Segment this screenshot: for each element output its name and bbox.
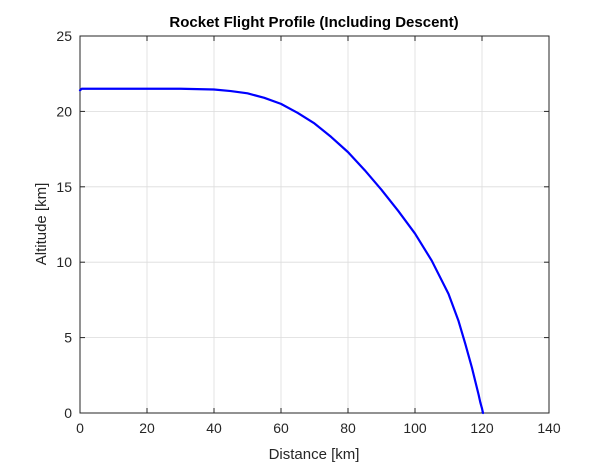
plot-area bbox=[80, 36, 549, 413]
y-ticks: 0 5 10 15 20 25 bbox=[56, 28, 549, 421]
axes-box bbox=[79, 35, 550, 414]
y-tick-label: 25 bbox=[56, 28, 72, 44]
x-tick-label: 120 bbox=[470, 420, 494, 436]
x-tick-label: 80 bbox=[340, 420, 356, 436]
trajectory-line bbox=[78, 87, 485, 415]
y-tick-label: 5 bbox=[64, 330, 72, 346]
x-tick-label: 100 bbox=[403, 420, 427, 436]
y-axis-label: Altitude [km] bbox=[33, 183, 50, 266]
y-tick-label: 15 bbox=[56, 179, 72, 195]
x-axis-label: Distance [km] bbox=[269, 446, 360, 463]
y-tick-label: 0 bbox=[64, 405, 72, 421]
x-tick-label: 20 bbox=[139, 420, 155, 436]
x-tick-label: 40 bbox=[206, 420, 222, 436]
axes bbox=[79, 35, 550, 414]
y-tick-label: 10 bbox=[56, 254, 72, 270]
x-tick-label: 0 bbox=[76, 420, 84, 436]
x-tick-label: 60 bbox=[273, 420, 289, 436]
x-ticks: 0 20 40 60 80 100 120 140 bbox=[76, 36, 561, 436]
chart-title: Rocket Flight Profile (Including Descent… bbox=[169, 14, 458, 31]
y-tick-label: 20 bbox=[56, 103, 72, 119]
x-tick-label: 140 bbox=[537, 420, 561, 436]
